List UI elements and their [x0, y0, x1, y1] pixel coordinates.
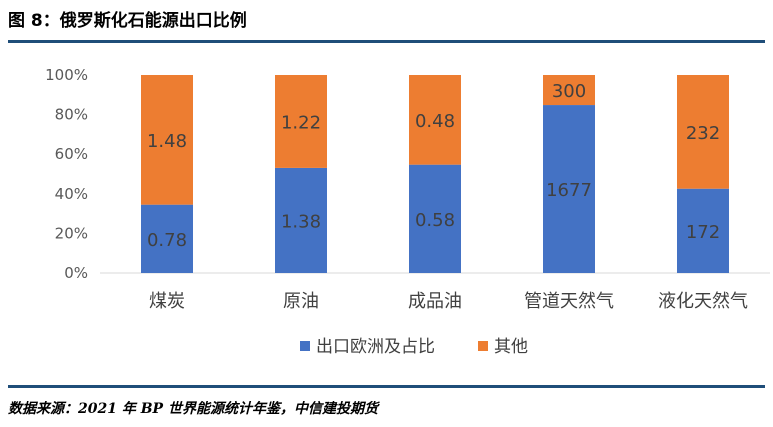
- bar-other: [409, 75, 461, 165]
- bar-europe: [677, 188, 729, 273]
- legend-label: 出口欧洲及占比: [316, 337, 435, 357]
- data-label: 1.22: [281, 112, 321, 133]
- y-tick-label: 100%: [45, 66, 88, 84]
- x-tick-label: 成品油: [408, 291, 462, 312]
- bar-europe: [409, 164, 461, 273]
- data-label: 0.78: [147, 230, 187, 251]
- bar-europe: [543, 105, 595, 273]
- source-note: 数据来源：2021 年 BP 世界能源统计年鉴，中信建投期货: [8, 401, 378, 417]
- stacked-bar-chart: 0% 20% 40% 60% 80% 100% 0.78 1.48 煤炭 1.38 1.22 原油 0.…: [45, 66, 770, 357]
- chart-title: 图 8：俄罗斯化石能源出口比例: [8, 11, 247, 31]
- y-tick-label: 40%: [55, 185, 88, 203]
- bar-other: [543, 75, 595, 106]
- data-label: 0.58: [415, 210, 455, 231]
- x-tick-label: 原油: [283, 291, 319, 312]
- bar-other: [141, 75, 193, 205]
- y-tick-label: 0%: [64, 264, 88, 282]
- bar-other: [275, 75, 327, 168]
- data-label: 172: [686, 222, 720, 243]
- legend-label: 其他: [494, 337, 528, 357]
- bar-europe: [275, 167, 327, 273]
- data-label: 1.48: [147, 131, 187, 152]
- top-rule: [8, 40, 765, 43]
- data-label: 1.38: [281, 211, 321, 232]
- data-label: 0.48: [415, 111, 455, 132]
- data-label: 300: [552, 81, 586, 102]
- y-tick-label: 20%: [55, 224, 88, 242]
- y-tick-label: 60%: [55, 145, 88, 163]
- data-label: 232: [686, 123, 720, 144]
- x-tick-label: 煤炭: [149, 291, 185, 312]
- data-label: 1677: [546, 180, 592, 201]
- x-tick-label: 管道天然气: [524, 291, 614, 312]
- legend-swatch-europe: [300, 341, 310, 351]
- bar-europe: [141, 204, 193, 273]
- bottom-rule: [8, 385, 765, 388]
- y-tick-label: 80%: [55, 106, 88, 124]
- x-tick-label: 液化天然气: [658, 291, 748, 312]
- bar-other: [677, 75, 729, 189]
- legend-swatch-other: [478, 341, 488, 351]
